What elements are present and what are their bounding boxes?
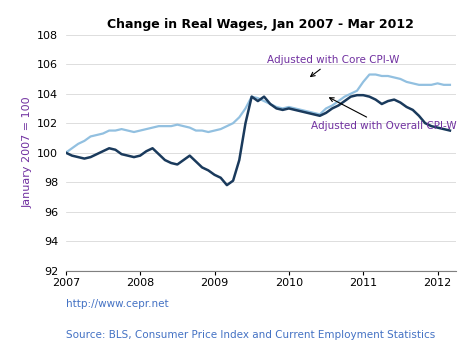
Text: Source: BLS, Consumer Price Index and Current Employment Statistics: Source: BLS, Consumer Price Index and Cu… xyxy=(66,330,435,340)
Text: http://www.cepr.net: http://www.cepr.net xyxy=(66,299,168,309)
Title: Change in Real Wages, Jan 2007 - Mar 2012: Change in Real Wages, Jan 2007 - Mar 201… xyxy=(108,18,414,31)
Text: Adjusted with Overall CPI-W: Adjusted with Overall CPI-W xyxy=(311,98,457,131)
Y-axis label: January 2007 = 100: January 2007 = 100 xyxy=(23,97,33,209)
Text: Adjusted with Core CPI-W: Adjusted with Core CPI-W xyxy=(266,55,399,77)
